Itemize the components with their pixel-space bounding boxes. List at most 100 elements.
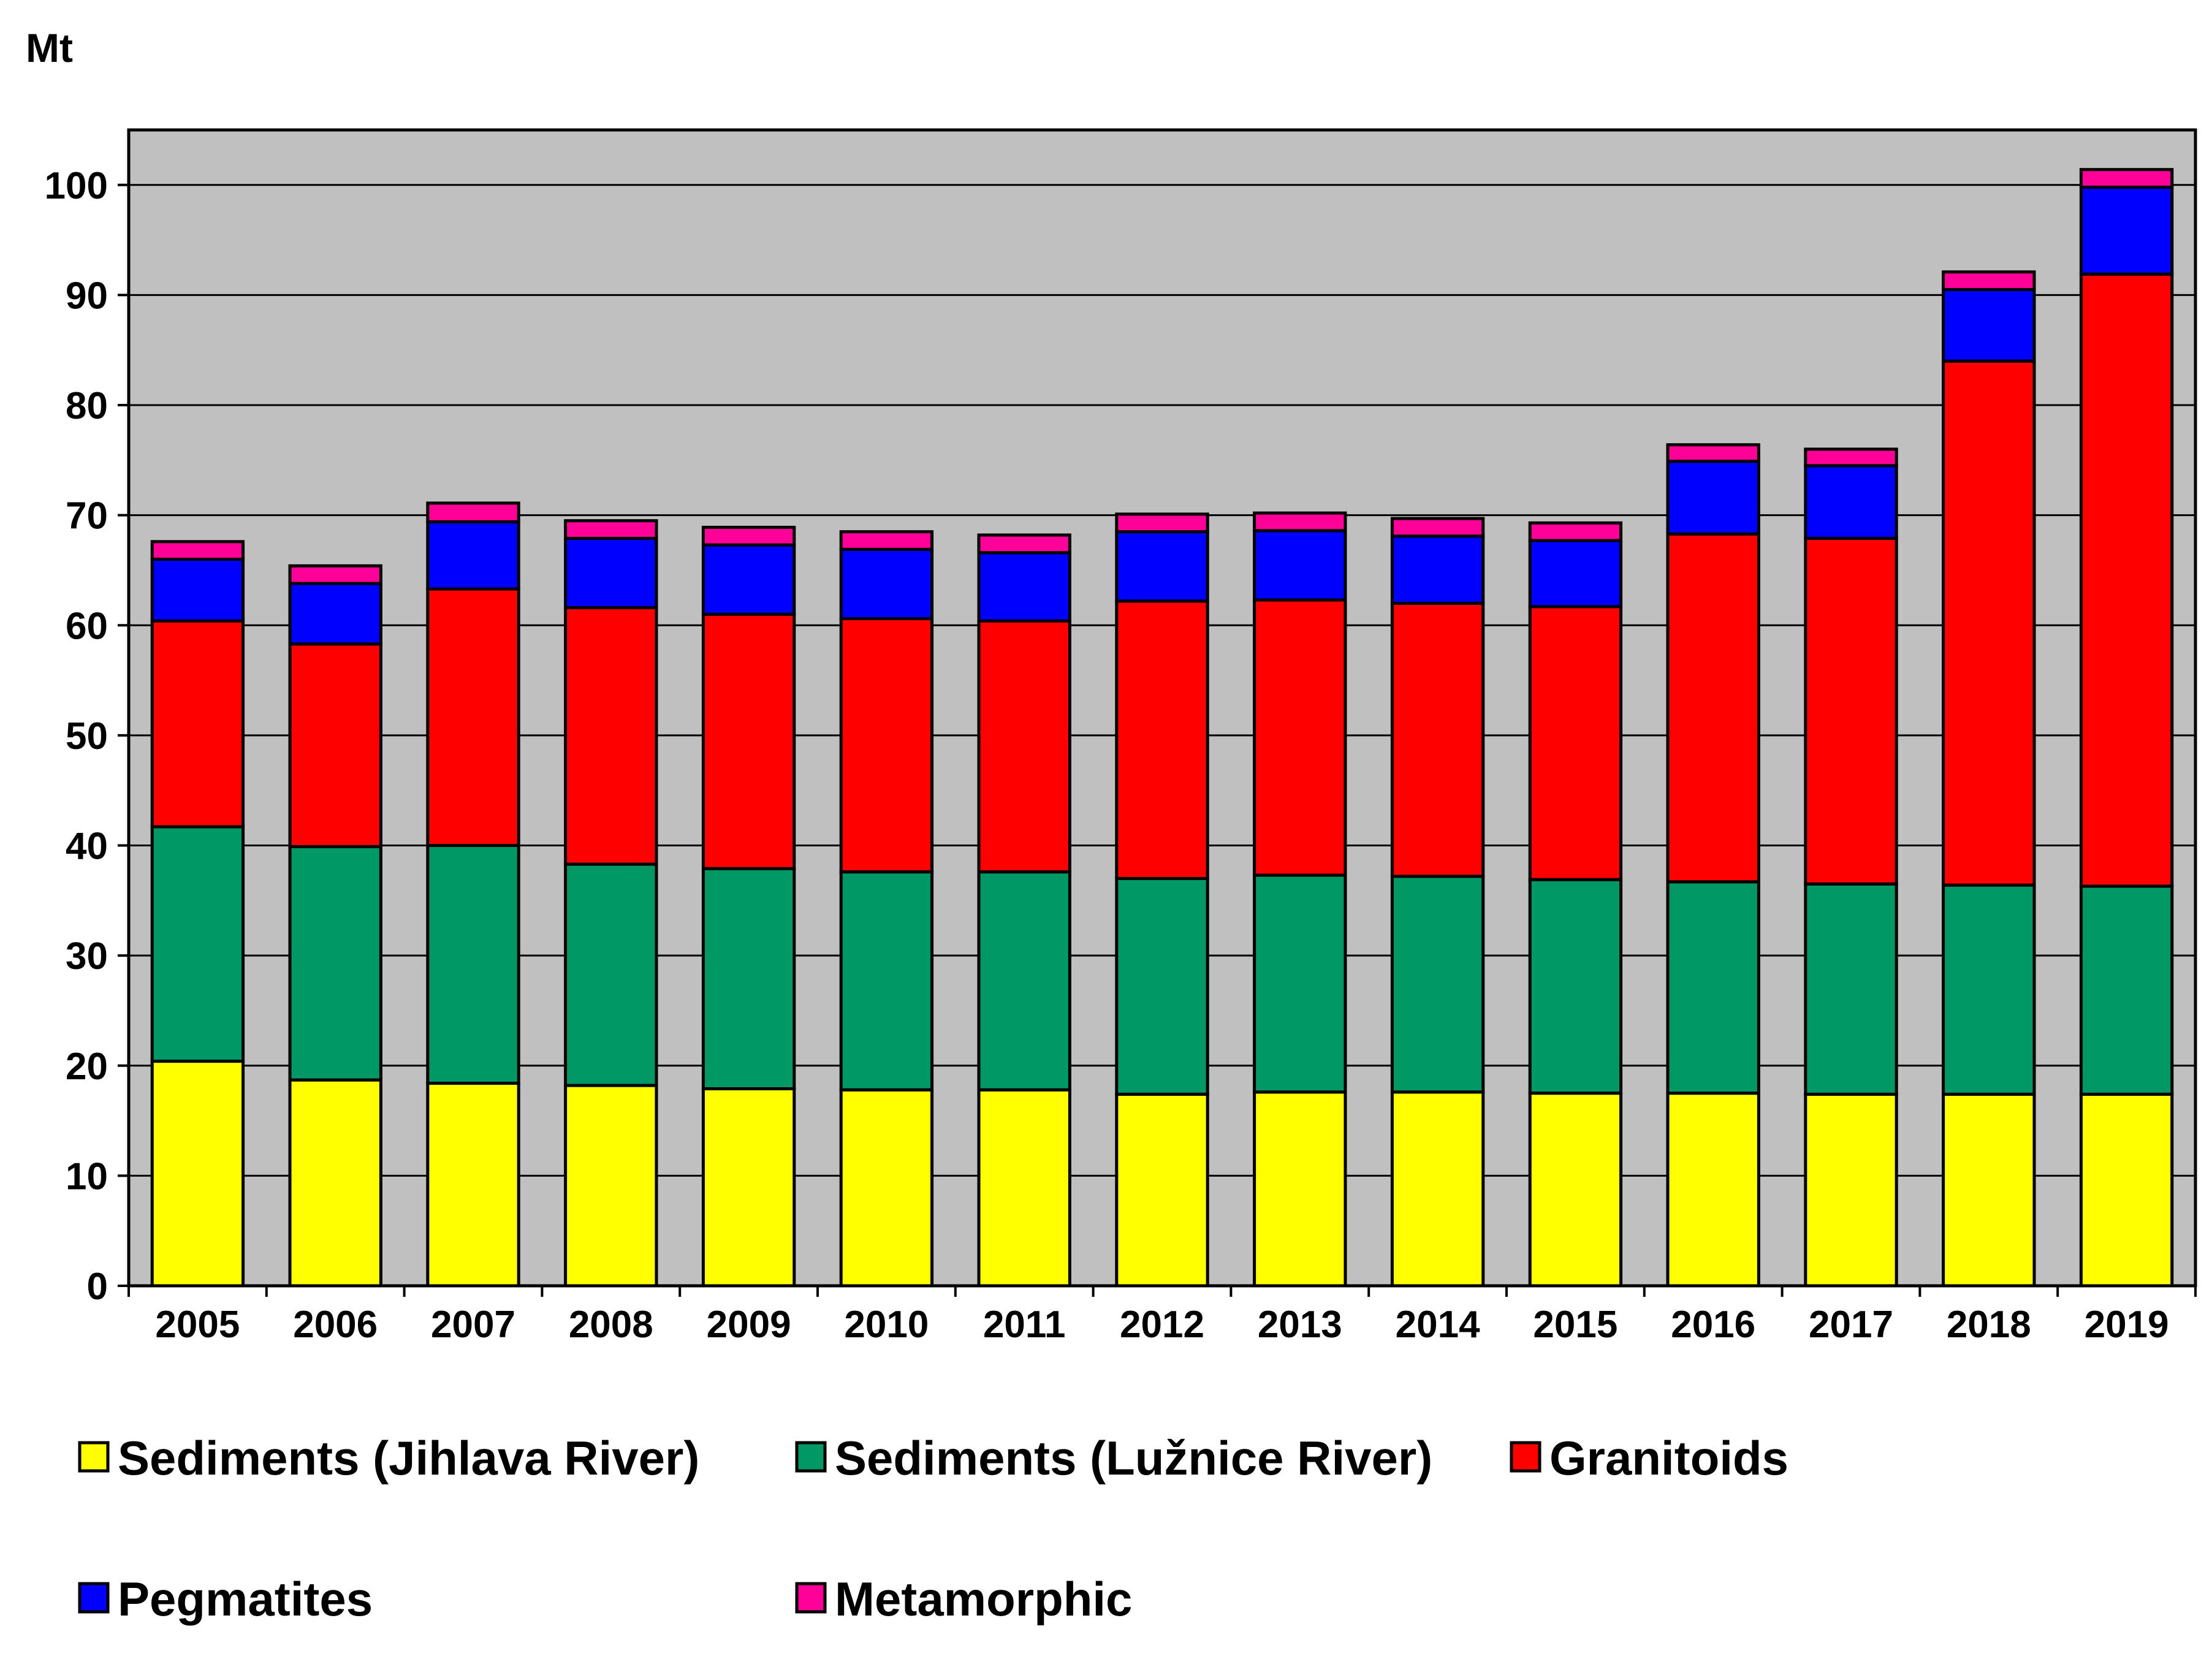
bar-sediments-lu-nice-river-2019 (2079, 884, 2174, 1096)
bar-sediments-jihlava-river-2007 (426, 1082, 520, 1288)
bar-granitoids-2005 (150, 619, 245, 829)
y-tick-label: 0 (87, 1266, 108, 1308)
x-tick-label: 2012 (1120, 1304, 1204, 1346)
legend-swatch-granitoids (1510, 1441, 1541, 1473)
bar-sediments-lu-nice-river-2012 (1115, 876, 1209, 1096)
bar-granitoids-2016 (1666, 532, 1760, 884)
bar-sediments-jihlava-river-2016 (1666, 1092, 1760, 1288)
x-tick-label: 2011 (983, 1304, 1066, 1346)
y-tick-label: 10 (66, 1155, 108, 1198)
y-tick-label: 100 (45, 165, 108, 207)
bar-granitoids-2015 (1528, 605, 1623, 881)
bar-granitoids-2010 (839, 617, 934, 874)
bar-metamorphic-2017 (1804, 447, 1898, 468)
bar-sediments-lu-nice-river-2018 (1942, 883, 2036, 1096)
x-tick-label: 2006 (293, 1304, 378, 1346)
bar-pegmatites-2008 (564, 536, 658, 610)
bar-metamorphic-2015 (1528, 521, 1623, 542)
x-tick-label: 2019 (2085, 1304, 2169, 1346)
x-tick-label: 2015 (1533, 1304, 1617, 1346)
x-tick-label: 2014 (1396, 1304, 1480, 1346)
bar-sediments-jihlava-river-2005 (150, 1060, 245, 1288)
bar-granitoids-2006 (288, 642, 382, 848)
bar-metamorphic-2007 (426, 501, 520, 523)
bar-sediments-lu-nice-river-2011 (977, 870, 1071, 1092)
y-tick-label: 40 (66, 826, 108, 868)
legend-label-metamorphic: Metamorphic (835, 1572, 1132, 1626)
bar-granitoids-2018 (1942, 359, 2036, 887)
bar-sediments-lu-nice-river-2013 (1253, 873, 1347, 1094)
bar-sediments-jihlava-river-2009 (701, 1087, 796, 1288)
bar-metamorphic-2011 (977, 533, 1071, 555)
bar-metamorphic-2005 (150, 540, 245, 561)
bar-pegmatites-2014 (1390, 534, 1485, 605)
bar-pegmatites-2015 (1528, 539, 1623, 609)
bar-pegmatites-2005 (150, 558, 245, 623)
x-tick-label: 2018 (1947, 1304, 2031, 1346)
bar-metamorphic-2010 (839, 530, 934, 551)
bar-sediments-lu-nice-river-2008 (564, 862, 658, 1087)
bar-pegmatites-2016 (1666, 460, 1760, 536)
bar-metamorphic-2008 (564, 519, 658, 540)
legend-label-granitoids: Granitoids (1549, 1431, 1788, 1485)
x-tick-label: 2009 (707, 1304, 791, 1346)
x-tick-label: 2017 (1809, 1304, 1893, 1346)
bar-sediments-lu-nice-river-2017 (1804, 882, 1898, 1096)
legend-label-sediments-lu-nice-river: Sediments (Lužnice River) (835, 1431, 1432, 1485)
bar-granitoids-2014 (1390, 601, 1485, 878)
bar-pegmatites-2010 (839, 547, 934, 621)
bar-sediments-jihlava-river-2014 (1390, 1090, 1485, 1288)
plot-border (127, 128, 2197, 1288)
bar-granitoids-2009 (701, 612, 796, 870)
bar-pegmatites-2011 (977, 551, 1071, 623)
plot-area: 0 10 20 30 40 50 60 70 80 90 100 2005 2006 2007 2008 20… (45, 128, 2197, 1346)
bar-metamorphic-2013 (1253, 511, 1347, 533)
bar-sediments-jihlava-river-2010 (839, 1088, 934, 1288)
bar-pegmatites-2019 (2079, 185, 2174, 276)
x-tick-label: 2008 (569, 1304, 653, 1346)
bar-sediments-jihlava-river-2008 (564, 1084, 658, 1288)
x-tick-label: 2007 (431, 1304, 515, 1346)
bar-pegmatites-2012 (1115, 530, 1209, 603)
bar-pegmatites-2007 (426, 520, 520, 591)
bar-granitoids-2013 (1253, 598, 1347, 877)
y-tick-label: 30 (66, 935, 108, 978)
bar-sediments-lu-nice-river-2006 (288, 845, 382, 1082)
bar-pegmatites-2018 (1942, 287, 2036, 363)
x-tick-label: 2010 (844, 1304, 929, 1346)
bar-granitoids-2008 (564, 606, 658, 866)
y-axis-unit-label: Mt (26, 25, 73, 70)
bar-sediments-jihlava-river-2015 (1528, 1092, 1623, 1288)
bar-sediments-lu-nice-river-2015 (1528, 878, 1623, 1095)
legend-swatch-sediments-jihlava-river (78, 1441, 110, 1473)
bar-sediments-jihlava-river-2011 (977, 1088, 1071, 1288)
bar-pegmatites-2017 (1804, 464, 1898, 540)
legend: Sediments (Jihlava River) Sediments (Lužn… (78, 1431, 1788, 1626)
bar-metamorphic-2019 (2079, 168, 2174, 189)
bar-sediments-jihlava-river-2006 (288, 1078, 382, 1288)
x-tick-label: 2016 (1671, 1304, 1755, 1346)
y-tick-label: 90 (66, 275, 108, 317)
bar-metamorphic-2018 (1942, 270, 2036, 291)
bar-pegmatites-2009 (701, 543, 796, 616)
y-tick-label: 50 (66, 715, 108, 758)
x-tick-label: 2013 (1258, 1304, 1342, 1346)
legend-swatch-metamorphic (795, 1582, 827, 1614)
legend-swatch-pegmatites (78, 1582, 110, 1614)
legend-swatch-sediments-lu-nice-river (795, 1441, 827, 1473)
bar-metamorphic-2014 (1390, 517, 1485, 538)
y-tick-label: 60 (66, 605, 108, 647)
bar-sediments-jihlava-river-2017 (1804, 1092, 1898, 1288)
bar-sediments-lu-nice-river-2009 (701, 867, 796, 1090)
bar-sediments-lu-nice-river-2007 (426, 844, 520, 1085)
bar-sediments-lu-nice-river-2005 (150, 825, 245, 1063)
bar-granitoids-2007 (426, 587, 520, 848)
bar-granitoids-2017 (1804, 536, 1898, 886)
x-tick-label: 2005 (155, 1304, 240, 1346)
bar-granitoids-2011 (977, 619, 1071, 874)
bar-metamorphic-2012 (1115, 512, 1209, 534)
bar-sediments-jihlava-river-2019 (2079, 1092, 2174, 1288)
y-tick-label: 70 (66, 495, 108, 537)
bar-metamorphic-2016 (1666, 443, 1760, 463)
